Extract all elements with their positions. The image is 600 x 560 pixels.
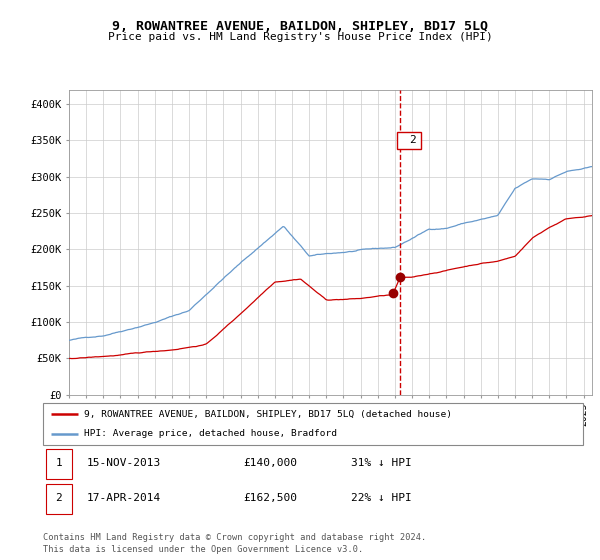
- Bar: [46, 449, 72, 479]
- Text: 2: 2: [409, 136, 416, 146]
- Bar: [397, 132, 421, 149]
- Text: HPI: Average price, detached house, Bradford: HPI: Average price, detached house, Brad…: [83, 429, 337, 438]
- Text: 2: 2: [55, 493, 62, 503]
- Text: 22% ↓ HPI: 22% ↓ HPI: [351, 493, 412, 503]
- Text: £162,500: £162,500: [243, 493, 297, 503]
- Text: 9, ROWANTREE AVENUE, BAILDON, SHIPLEY, BD17 5LQ (detached house): 9, ROWANTREE AVENUE, BAILDON, SHIPLEY, B…: [83, 409, 452, 419]
- Text: 17-APR-2014: 17-APR-2014: [86, 493, 161, 503]
- Text: This data is licensed under the Open Government Licence v3.0.: This data is licensed under the Open Gov…: [43, 545, 364, 554]
- Text: 1: 1: [55, 459, 62, 468]
- Text: Price paid vs. HM Land Registry's House Price Index (HPI): Price paid vs. HM Land Registry's House …: [107, 32, 493, 43]
- Text: 31% ↓ HPI: 31% ↓ HPI: [351, 459, 412, 468]
- Bar: [46, 484, 72, 514]
- Text: Contains HM Land Registry data © Crown copyright and database right 2024.: Contains HM Land Registry data © Crown c…: [43, 533, 427, 542]
- Text: £140,000: £140,000: [243, 459, 297, 468]
- Text: 9, ROWANTREE AVENUE, BAILDON, SHIPLEY, BD17 5LQ: 9, ROWANTREE AVENUE, BAILDON, SHIPLEY, B…: [112, 20, 488, 32]
- Text: 15-NOV-2013: 15-NOV-2013: [86, 459, 161, 468]
